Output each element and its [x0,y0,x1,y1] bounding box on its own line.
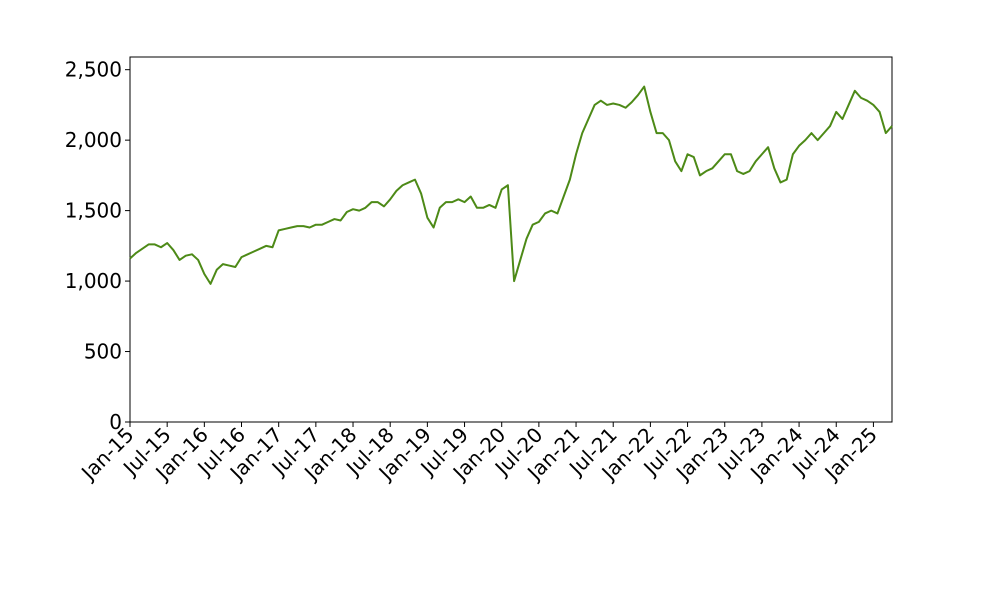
y-tick-label: 2,500 [65,58,122,82]
line-series [129,85,893,285]
y-tick-label: 1,500 [65,199,122,223]
y-tick-label: 0 [109,410,122,434]
y-tick-label: 500 [84,340,122,364]
plot-frame [129,56,893,423]
y-tick-label: 1,000 [65,269,122,293]
y-tick-label: 2,000 [65,128,122,152]
